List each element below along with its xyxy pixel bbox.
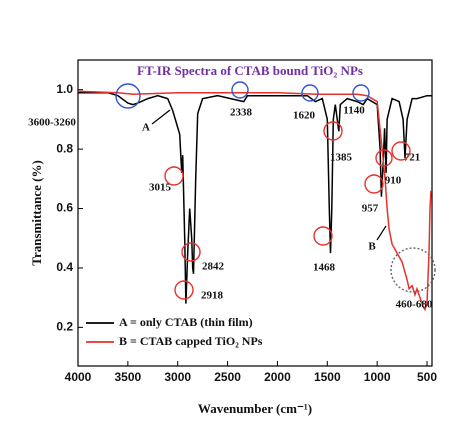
peak-circle — [181, 242, 201, 262]
peak-label: 910 — [385, 175, 402, 187]
arrow — [376, 225, 387, 241]
y-tick-label: 0.8 — [56, 141, 73, 155]
y-axis-label: Transmittance (%) — [29, 160, 44, 266]
peak-circle — [390, 247, 436, 293]
peak-circle — [352, 84, 370, 102]
peak-circle — [231, 81, 249, 99]
peak-label: 460-680 — [396, 299, 433, 311]
peak-label: 957 — [362, 203, 379, 215]
peak-label: 2918 — [201, 290, 224, 302]
peak-circle — [391, 141, 411, 161]
peak-label: 1468 — [313, 262, 336, 274]
peak-label: 1620 — [293, 110, 316, 122]
x-tick-label: 500 — [417, 370, 437, 384]
peak-label: 1385 — [330, 152, 353, 164]
peak-label: 721 — [404, 152, 421, 164]
peak-label: B — [368, 241, 376, 253]
peak-label: 3600-3260 — [28, 117, 76, 129]
peak-label: 2338 — [230, 107, 253, 119]
x-tick-label: 2500 — [214, 370, 241, 384]
peak-circle — [364, 174, 384, 194]
y-tick-label: 0.4 — [56, 260, 73, 274]
y-tick-label: 0.2 — [56, 320, 73, 334]
peak-circle — [323, 121, 343, 141]
x-tick-label: 2000 — [264, 370, 291, 384]
peak-label: A — [142, 122, 150, 134]
peak-label: 2842 — [202, 261, 225, 273]
peak-circle — [375, 149, 393, 167]
peak-label: 3015 — [149, 182, 172, 194]
peak-label: 1140 — [343, 105, 365, 117]
spectrum-line — [78, 91, 432, 304]
legend-label: A = only CTAB (thin film) — [119, 315, 253, 329]
x-axis-label: Wavenumber (cm⁻¹) — [198, 401, 312, 416]
peak-circle — [115, 83, 141, 109]
x-tick-label: 3000 — [164, 370, 191, 384]
x-tick-label: 1500 — [314, 370, 341, 384]
chart-title: FT-IR Spectra of CTAB bound TiO₂ NPs — [137, 63, 363, 78]
spectrum-line — [77, 90, 432, 312]
peak-circle — [301, 84, 319, 102]
x-tick-label: 4000 — [65, 370, 92, 384]
plot-frame — [77, 59, 433, 367]
peak-circle — [164, 166, 184, 186]
arrow — [151, 109, 171, 125]
x-tick-label: 3500 — [115, 370, 142, 384]
y-tick-label: 1.0 — [56, 82, 73, 96]
x-tick-label: 1000 — [364, 370, 391, 384]
peak-circle — [174, 280, 194, 300]
y-tick-label: 0.6 — [56, 201, 73, 215]
legend-label: B = CTAB capped TiO₂ NPs — [119, 334, 263, 348]
peak-circle — [313, 226, 333, 246]
